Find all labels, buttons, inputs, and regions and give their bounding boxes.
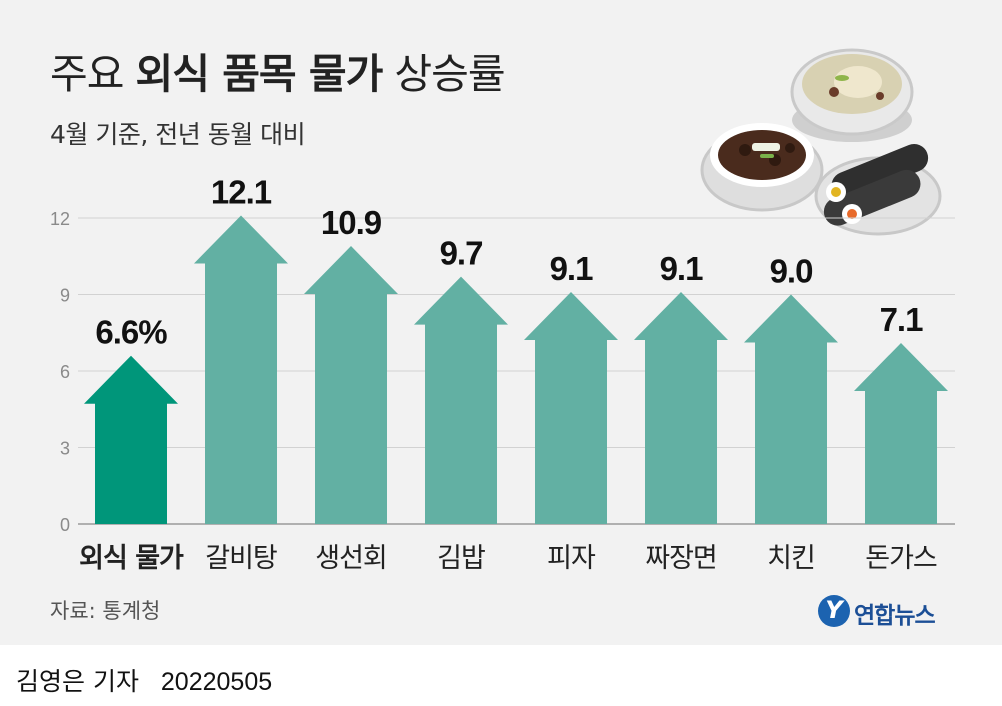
bar-3: [304, 246, 398, 525]
bar-6: [634, 291, 728, 524]
category-label-3: 생선회: [315, 543, 387, 574]
bar-4: [414, 276, 508, 524]
logo-mark: Y: [818, 595, 850, 627]
bar-5: [524, 291, 618, 524]
y-tick-label: 3: [60, 439, 70, 459]
y-tick-label: 9: [60, 286, 70, 306]
byline-bar: [0, 645, 1002, 706]
category-label-7: 치킨: [767, 543, 815, 574]
food-illustration: [700, 48, 942, 236]
category-label-1: 외식 물가: [79, 543, 184, 574]
logo-text: 연합뉴스: [854, 603, 936, 629]
chart-title: 주요 외식 품목 물가 상승률: [50, 40, 506, 100]
value-label-5: 9.1: [550, 250, 594, 287]
kimbap-plate-icon: [814, 143, 942, 236]
value-label-7: 9.0: [770, 253, 813, 290]
publish-date: 20220505: [160, 668, 273, 696]
category-label-6: 짜장면: [645, 543, 717, 574]
value-label-4: 9.7: [440, 235, 483, 272]
value-label-1: 6.6%: [95, 314, 167, 351]
reporter-name: 김영은 기자: [16, 667, 139, 696]
category-label-2: 갈비탕: [205, 543, 277, 574]
source-note: 자료: 통계청: [50, 599, 161, 623]
yonhap-logo: Y 연합뉴스: [818, 593, 958, 633]
noodle-bowl-icon: [700, 123, 824, 212]
value-label-2: 12.1: [211, 173, 272, 210]
category-label-4: 김밥: [437, 543, 485, 574]
category-label-8: 돈가스: [865, 543, 937, 574]
value-label-3: 10.9: [321, 204, 382, 241]
value-label-8: 7.1: [880, 301, 924, 338]
y-tick-label: 6: [60, 362, 70, 382]
category-label-5: 피자: [547, 543, 596, 574]
bar-1: [84, 355, 178, 524]
title-prefix: 주요: [50, 50, 124, 98]
bar-7: [744, 294, 838, 524]
title-bold: 외식 품목 물가: [135, 50, 384, 98]
soup-bowl-icon: [790, 48, 914, 142]
title-suffix: 상승률: [394, 50, 505, 98]
y-tick-label: 12: [50, 209, 70, 229]
y-tick-label: 0: [60, 515, 70, 535]
value-label-6: 9.1: [660, 250, 704, 287]
bar-chart: 0 3 6 9 12 6.6% 12.1 10.9 9.7 9.1 9.1 9.0 7.1 외식 물가…: [50, 48, 955, 574]
bar-8: [854, 342, 948, 524]
byline: 김영은 기자 20220505: [16, 662, 272, 698]
bar-2: [194, 215, 288, 524]
chart-subtitle: 4월 기준, 전년 동월 대비: [50, 120, 306, 149]
